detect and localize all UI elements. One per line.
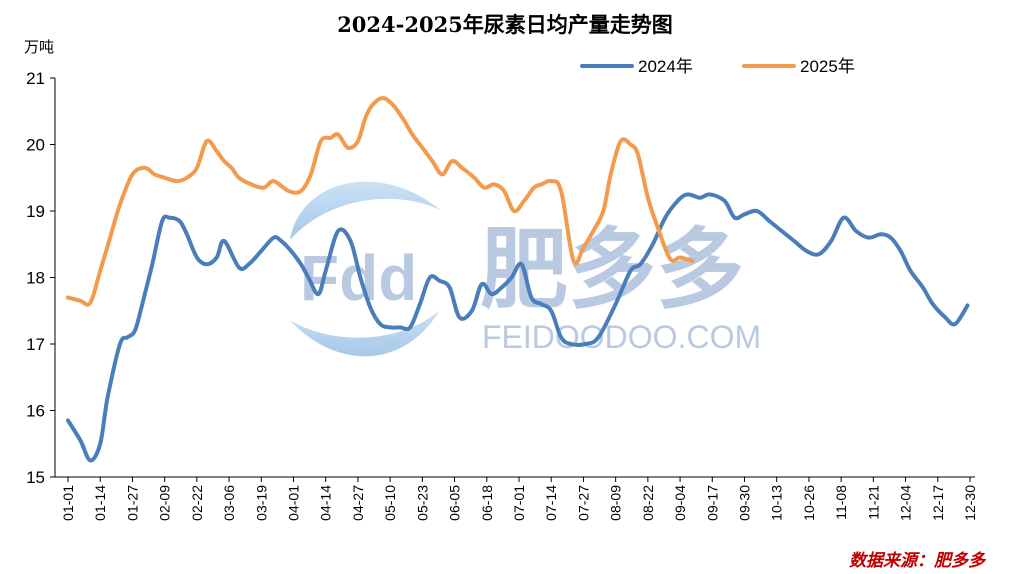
x-tick-label: 02-22: [189, 485, 205, 521]
x-tick-label: 08-09: [608, 485, 624, 521]
logo-leaf-bottom-icon: [290, 310, 440, 357]
logo-leaf-top-icon: [290, 181, 440, 240]
x-tick-label: 12-30: [962, 485, 978, 521]
data-source: 数据来源：肥多多: [849, 551, 987, 571]
x-tick-label: 05-10: [382, 485, 398, 521]
watermark-cn-text: 肥多多: [480, 220, 744, 319]
watermark: Fdd 肥多多 FEIDOODOO.COM: [290, 181, 761, 357]
series-line-2025: [66, 96, 695, 307]
x-tick-label: 08-22: [640, 485, 656, 521]
watermark-en-text: FEIDOODOO.COM: [482, 319, 761, 355]
chart-title: 2024-2025年尿素日均产量走势图: [337, 12, 673, 37]
x-tick-label: 07-14: [543, 485, 559, 521]
x-tick-label: 11-08: [833, 485, 849, 520]
x-tick-label: 10-13: [769, 485, 785, 521]
x-tick-label: 09-17: [704, 485, 720, 521]
y-tick-label: 19: [26, 202, 45, 221]
x-tick-label: 09-04: [672, 485, 688, 521]
y-tick-label: 17: [26, 335, 45, 354]
y-tick-label: 21: [26, 69, 45, 88]
y-axis-unit: 万吨: [24, 38, 54, 56]
x-tick-label: 03-19: [253, 485, 269, 521]
x-tick-label: 11-21: [865, 485, 881, 520]
x-tick-label: 06-18: [479, 485, 495, 521]
x-tick-label: 05-23: [414, 485, 430, 521]
x-tick-label: 07-27: [575, 485, 591, 521]
x-tick-label: 04-27: [350, 485, 366, 521]
y-tick-label: 15: [26, 468, 45, 487]
y-tick-label: 18: [26, 269, 45, 288]
x-tick-label: 10-26: [801, 485, 817, 521]
x-ticks: 01-01 01-14 01-27 02-09 02-22 03-06 03-19 04-01…: [60, 477, 978, 521]
x-tick-label: 01-27: [124, 485, 140, 521]
series-line-2024: [66, 192, 970, 463]
series-lines: [66, 96, 970, 463]
x-tick-label: 04-14: [318, 485, 334, 521]
x-tick-label: 02-09: [157, 485, 173, 521]
legend-label: 2025年: [800, 57, 855, 76]
x-tick-label: 01-14: [92, 485, 108, 521]
y-tick-label: 20: [26, 136, 45, 155]
y-ticks: 15 16 17 18 19 20 21: [26, 69, 55, 487]
x-tick-label: 01-01: [60, 485, 76, 521]
x-tick-label: 06-05: [447, 485, 463, 521]
x-tick-label: 12-17: [930, 485, 946, 521]
x-tick-label: 07-01: [511, 485, 527, 521]
y-tick-label: 16: [26, 402, 45, 421]
x-tick-label: 04-01: [286, 485, 302, 521]
x-tick-label: 12-04: [898, 485, 914, 521]
legend-label: 2024年: [638, 57, 693, 76]
x-tick-label: 09-30: [737, 485, 753, 521]
legend: 2024年 2025年: [580, 57, 855, 76]
x-tick-label: 03-06: [221, 485, 237, 521]
